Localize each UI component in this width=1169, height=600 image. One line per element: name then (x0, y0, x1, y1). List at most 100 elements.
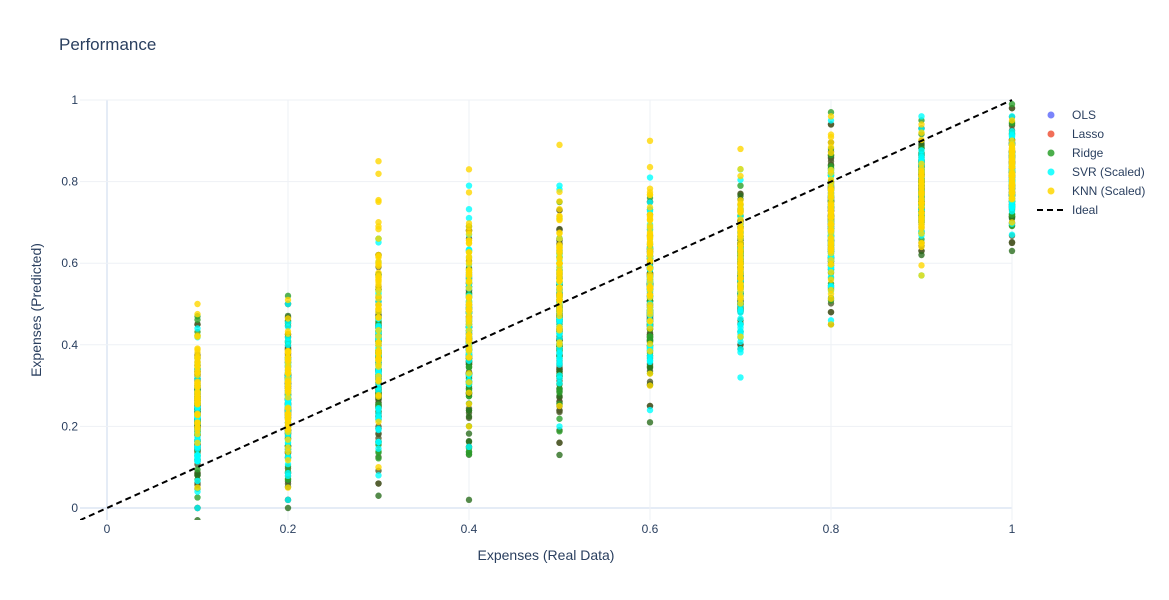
data-point (465, 379, 473, 386)
data-point (556, 205, 563, 213)
data-point (737, 315, 744, 322)
data-point (646, 249, 654, 256)
data-point (375, 438, 382, 446)
legend-label: Ridge (1072, 146, 1104, 160)
legend-item-lasso[interactable]: Lasso (1047, 127, 1105, 141)
data-point (556, 248, 563, 255)
data-point (284, 448, 292, 455)
data-point (646, 292, 654, 299)
data-point (646, 382, 654, 389)
data-point (918, 113, 925, 120)
data-point (556, 341, 563, 348)
data-point (827, 220, 835, 228)
legend-marker-swatch (1047, 111, 1055, 119)
data-point (646, 275, 654, 282)
data-point (465, 370, 473, 377)
legend-label: OLS (1072, 108, 1096, 122)
data-point (918, 129, 925, 136)
data-point (375, 170, 382, 177)
data-point (465, 353, 473, 361)
y-tick-label: 0.2 (61, 419, 78, 433)
data-point (918, 230, 925, 237)
x-axis-title: Expenses (Real Data) (478, 547, 615, 563)
legend-marker-swatch (1047, 149, 1055, 157)
data-point (556, 284, 563, 291)
data-point (918, 262, 925, 269)
data-point (465, 496, 473, 504)
data-point (375, 327, 382, 334)
data-point (465, 301, 473, 308)
data-point (827, 229, 835, 237)
data-point (556, 402, 563, 410)
data-point (827, 191, 835, 199)
data-point (284, 496, 292, 504)
legend-item-svr-scaled-[interactable]: SVR (Scaled) (1047, 165, 1145, 179)
data-point (1008, 178, 1016, 186)
data-point (465, 437, 473, 445)
data-point (375, 302, 382, 309)
data-point (465, 339, 473, 346)
data-point (918, 173, 925, 180)
data-point (465, 443, 473, 450)
data-point (284, 405, 292, 412)
y-tick-label: 0.6 (61, 256, 78, 270)
data-point (375, 308, 382, 316)
data-point (375, 372, 382, 380)
data-point (375, 418, 382, 426)
data-point (284, 296, 292, 304)
data-point (827, 113, 835, 120)
data-point (194, 316, 201, 323)
data-point (284, 472, 292, 480)
data-point (918, 240, 925, 247)
data-point (646, 325, 654, 332)
data-point (375, 225, 382, 233)
data-point (375, 284, 382, 291)
y-tick-label: 0.4 (61, 338, 78, 352)
data-point (646, 317, 654, 325)
data-point (737, 295, 744, 303)
x-tick-label: 0.4 (461, 522, 478, 536)
data-point (1008, 247, 1016, 255)
data-point (465, 260, 473, 268)
legend-item-knn-scaled-[interactable]: KNN (Scaled) (1047, 184, 1146, 198)
series-ridge (194, 100, 1016, 520)
data-point (1008, 150, 1016, 158)
data-point (465, 348, 473, 355)
data-point (284, 347, 292, 355)
data-point (646, 265, 654, 272)
data-point (375, 235, 382, 242)
data-point (556, 198, 563, 205)
legend-label: SVR (Scaled) (1072, 165, 1145, 179)
data-point (465, 320, 473, 328)
x-tick-label: 0.6 (642, 522, 659, 536)
legend-item-ols[interactable]: OLS (1047, 108, 1097, 122)
legend-item-ideal[interactable]: Ideal (1037, 203, 1098, 217)
data-point (646, 163, 654, 171)
data-point (737, 233, 744, 240)
data-point (465, 166, 473, 173)
data-point (194, 371, 201, 379)
data-point (646, 238, 654, 246)
data-point (918, 204, 925, 211)
data-point (918, 188, 925, 195)
data-point (737, 345, 744, 353)
data-point (646, 185, 654, 192)
data-point (284, 484, 292, 491)
data-point (1008, 219, 1016, 226)
data-point (737, 182, 744, 189)
legend-marker-swatch (1047, 130, 1055, 138)
data-point (646, 370, 654, 377)
data-point (1008, 100, 1016, 108)
data-point (646, 419, 654, 426)
data-point (918, 198, 925, 206)
data-point (827, 308, 835, 316)
data-point (284, 504, 292, 512)
plot-area (80, 99, 1016, 520)
data-point (465, 277, 473, 285)
x-tick-label: 1 (1009, 522, 1016, 536)
legend[interactable]: OLS Lasso Ridge SVR (Scaled) KNN (Scaled) Ide… (1037, 108, 1145, 217)
data-point (556, 296, 563, 304)
legend-item-ridge[interactable]: Ridge (1047, 146, 1104, 160)
ideal-line (80, 99, 1013, 520)
